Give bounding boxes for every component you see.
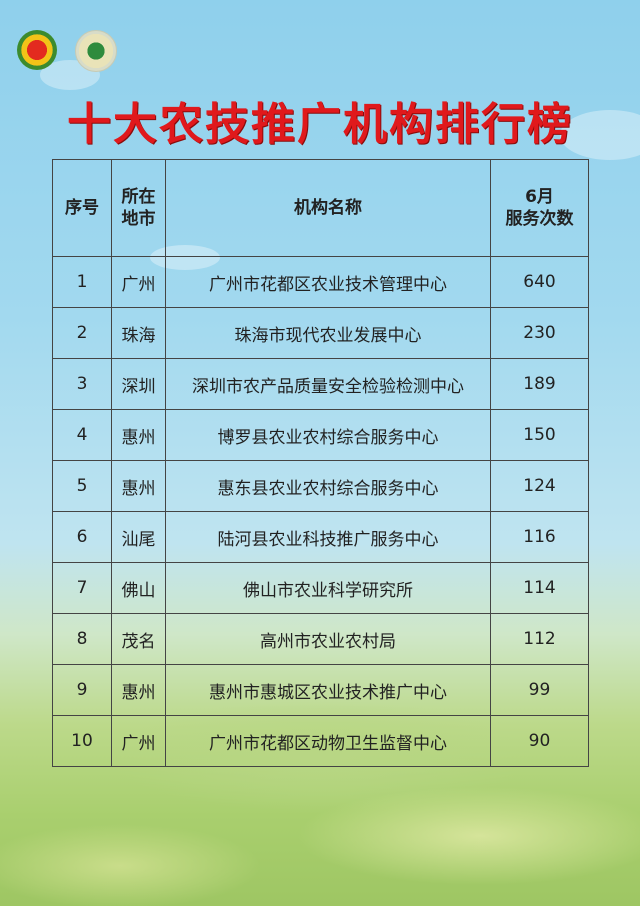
city-cell: 深圳 <box>111 358 166 410</box>
org-name-cell: 惠州市惠城区农业技术推广中心 <box>165 664 491 716</box>
count-cell: 112 <box>490 613 589 665</box>
city-cell: 惠州 <box>111 460 166 512</box>
page-title: 十大农技推广机构排行榜 <box>67 99 573 150</box>
rank-cell: 7 <box>52 562 112 614</box>
city-cell: 珠海 <box>111 307 166 359</box>
table-row: 2 珠海 珠海市现代农业发展中心 230 <box>52 307 589 359</box>
rank-cell: 4 <box>52 409 112 461</box>
org-name-cell: 惠东县农业农村综合服务中心 <box>165 460 491 512</box>
count-cell: 116 <box>490 511 589 563</box>
count-cell: 640 <box>490 256 589 308</box>
header-rank: 序号 <box>52 159 112 257</box>
rank-cell: 6 <box>52 511 112 563</box>
table-row: 9 惠州 惠州市惠城区农业技术推广中心 99 <box>52 664 589 716</box>
count-cell: 99 <box>490 664 589 716</box>
count-cell: 90 <box>490 715 589 767</box>
rank-cell: 1 <box>52 256 112 308</box>
table-row: 10 广州 广州市花都区动物卫生监督中心 90 <box>52 715 589 767</box>
city-cell: 佛山 <box>111 562 166 614</box>
city-cell: 惠州 <box>111 664 166 716</box>
city-cell: 广州 <box>111 256 166 308</box>
table-row: 5 惠州 惠东县农业农村综合服务中心 124 <box>52 460 589 512</box>
table-row: 6 汕尾 陆河县农业科技推广服务中心 116 <box>52 511 589 563</box>
rank-cell: 9 <box>52 664 112 716</box>
table-row: 4 惠州 博罗县农业农村综合服务中心 150 <box>52 409 589 461</box>
cloud <box>560 110 640 160</box>
city-cell: 汕尾 <box>111 511 166 563</box>
header-city: 所在 地市 <box>111 159 166 257</box>
city-cell: 茂名 <box>111 613 166 665</box>
count-cell: 150 <box>490 409 589 461</box>
table-row: 1 广州 广州市花都区农业技术管理中心 640 <box>52 256 589 308</box>
count-cell: 189 <box>490 358 589 410</box>
rank-cell: 10 <box>52 715 112 767</box>
table-row: 8 茂名 高州市农业农村局 112 <box>52 613 589 665</box>
table-header: 序号 所在 地市 机构名称 6月 服务次数 <box>52 159 589 257</box>
org-name-cell: 广州市花都区农业技术管理中心 <box>165 256 491 308</box>
org-name-cell: 佛山市农业科学研究所 <box>165 562 491 614</box>
city-cell: 广州 <box>111 715 166 767</box>
rank-cell: 3 <box>52 358 112 410</box>
association-logo <box>17 30 57 70</box>
org-name-cell: 博罗县农业农村综合服务中心 <box>165 409 491 461</box>
org-name-cell: 珠海市现代农业发展中心 <box>165 307 491 359</box>
header-name: 机构名称 <box>165 159 491 257</box>
org-name-cell: 高州市农业农村局 <box>165 613 491 665</box>
count-cell: 114 <box>490 562 589 614</box>
header-count: 6月 服务次数 <box>490 159 589 257</box>
ranking-table: 序号 所在 地市 机构名称 6月 服务次数 1 广州 广州市花都区农业技术管理中心 640… <box>52 159 589 767</box>
table-row: 7 佛山 佛山市农业科学研究所 114 <box>52 562 589 614</box>
count-cell: 124 <box>490 460 589 512</box>
count-cell: 230 <box>490 307 589 359</box>
rank-cell: 8 <box>52 613 112 665</box>
org-name-cell: 深圳市农产品质量安全检验检测中心 <box>165 358 491 410</box>
org-name-cell: 广州市花都区动物卫生监督中心 <box>165 715 491 767</box>
rank-cell: 5 <box>52 460 112 512</box>
agri-tech-logo <box>75 30 117 72</box>
city-cell: 惠州 <box>111 409 166 461</box>
table-row: 3 深圳 深圳市农产品质量安全检验检测中心 189 <box>52 358 589 410</box>
rank-cell: 2 <box>52 307 112 359</box>
org-name-cell: 陆河县农业科技推广服务中心 <box>165 511 491 563</box>
